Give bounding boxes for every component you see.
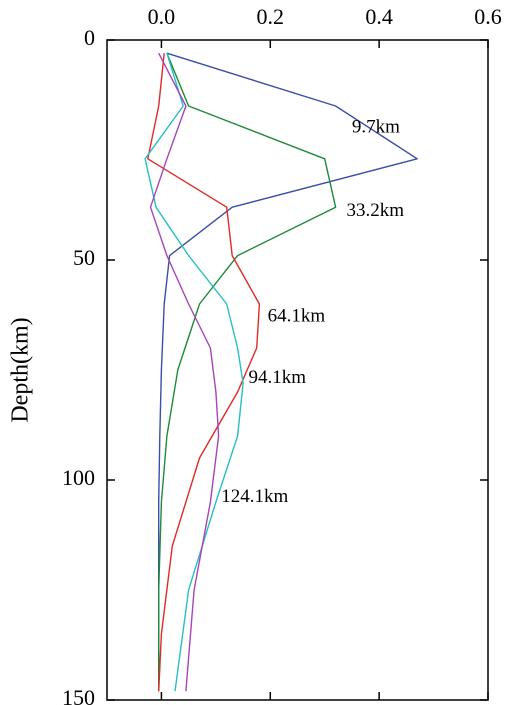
labels-layer: 9.7km 33.2km 64.1km 94.1km 124.1km: [221, 116, 404, 507]
series-label-2: 33.2km: [346, 200, 404, 221]
x-tick-label: 0.2: [257, 4, 285, 29]
y-tick-label: 150: [62, 685, 95, 705]
plot-frame: [106, 39, 489, 701]
ticks-layer: 0.0 0.2 0.4 0.6 0 50 100 150: [62, 4, 502, 705]
series-line-3: [147, 53, 261, 692]
y-tick-label: 0: [84, 25, 95, 50]
x-tick-label: 0.6: [474, 4, 502, 29]
y-axis-title: Depth(km): [8, 317, 34, 422]
x-tick-label: 0.0: [148, 4, 176, 29]
series-label-1: 9.7km: [352, 116, 400, 137]
lines-layer: [144, 52, 418, 692]
series-line-2: [157, 52, 337, 692]
series-line-5: [149, 52, 220, 692]
series-label-3: 64.1km: [268, 306, 326, 327]
series-line-1: [157, 52, 418, 692]
series-label-5: 124.1km: [221, 486, 288, 507]
series-line-4: [144, 52, 244, 692]
x-tick-label: 0.4: [365, 4, 393, 29]
y-tick-label: 100: [62, 465, 95, 490]
series-label-4: 94.1km: [249, 367, 307, 388]
y-tick-label: 50: [73, 245, 95, 270]
